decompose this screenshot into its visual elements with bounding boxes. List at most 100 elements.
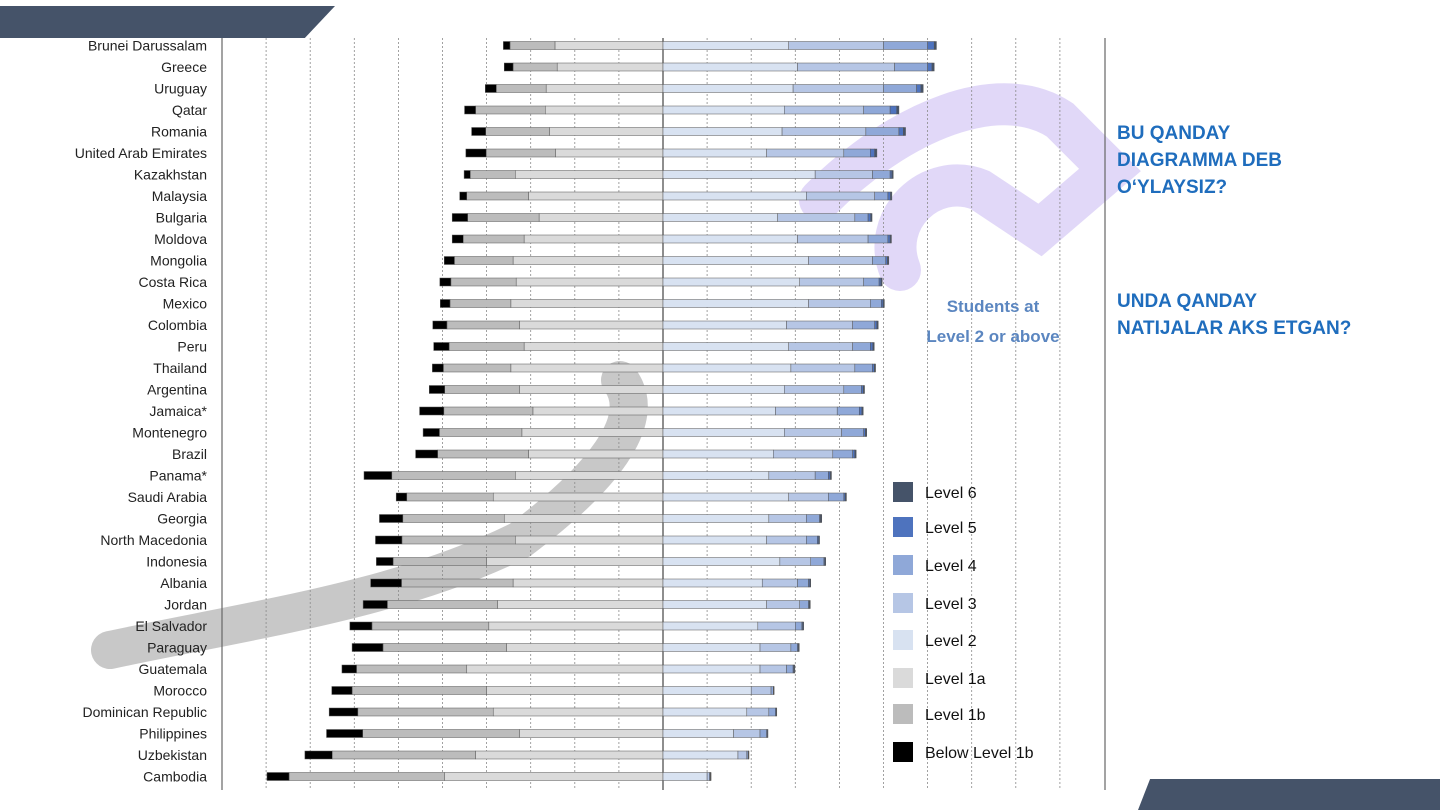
bar-segment: [429, 385, 445, 394]
bar-segment: [485, 127, 550, 136]
bar-segment: [392, 557, 487, 566]
bar-segment: [809, 578, 811, 588]
bar-segment: [422, 428, 440, 437]
bar-segment: [867, 213, 871, 222]
bar-segment: [471, 127, 486, 136]
bar-segment: [341, 664, 357, 674]
bar-segment: [706, 772, 710, 781]
bar-segment: [401, 535, 516, 545]
bar-segment: [351, 643, 384, 652]
bar-segment: [920, 84, 924, 93]
bar-segment: [375, 535, 403, 545]
bottom-banner: [1138, 779, 1440, 810]
bar-segment: [891, 170, 894, 179]
bar-segment: [503, 62, 514, 72]
bar-segment: [802, 621, 804, 631]
country-label: Montenegro: [132, 425, 207, 441]
bar-segment: [331, 686, 353, 695]
country-label: Moldova: [154, 231, 207, 247]
bar-segment: [761, 578, 798, 588]
bar-segment: [443, 406, 534, 416]
bar-segment: [841, 428, 864, 437]
legend-swatch: [893, 517, 913, 537]
country-label: Georgia: [157, 511, 207, 527]
bar-segment: [861, 385, 864, 394]
legend-swatch: [893, 668, 913, 688]
country-label: Kazakhstan: [134, 167, 207, 183]
bar-segment: [443, 363, 512, 373]
bar-segment: [492, 707, 664, 717]
bar-segment: [450, 277, 517, 287]
bar-segment: [419, 406, 445, 416]
chart-annotation: Students at Level 2 or above: [926, 297, 1059, 346]
bar-segment: [448, 342, 525, 351]
bar-segment: [437, 449, 529, 459]
bar-segment: [927, 41, 935, 50]
bar-segment: [865, 127, 900, 136]
bar-segment: [662, 428, 785, 437]
bar-segment: [451, 234, 464, 244]
bar-segment: [867, 234, 889, 244]
bar-segment: [515, 471, 664, 480]
bar-segment: [515, 170, 664, 179]
top-banner: [0, 6, 335, 38]
bar-segment: [662, 492, 789, 502]
bar-segment: [406, 492, 494, 502]
bar-segment: [931, 62, 935, 72]
bar-segment: [757, 621, 796, 631]
bar-segment: [356, 664, 468, 674]
bar-segment: [766, 148, 845, 158]
bar-segment: [810, 557, 825, 566]
bar-segment: [332, 750, 476, 760]
bar-segment: [824, 557, 826, 566]
bar-segment: [463, 170, 471, 179]
bar-segment: [662, 664, 761, 674]
bar-segment: [521, 428, 664, 437]
bar-segment: [510, 299, 664, 308]
bar-segment: [836, 406, 860, 416]
bar-segment: [889, 105, 897, 115]
bar-segment: [878, 277, 882, 287]
bar-segment: [662, 320, 787, 330]
bar-segment: [854, 449, 857, 459]
bar-segment: [662, 406, 776, 416]
bar-segment: [852, 342, 871, 351]
bar-segment: [889, 234, 892, 244]
bar-segment: [528, 191, 664, 201]
bar-segment: [515, 277, 664, 287]
country-label: Uzbekistan: [138, 747, 207, 763]
bar-segment: [351, 686, 487, 695]
country-label: Uruguay: [154, 81, 207, 97]
bar-segment: [927, 62, 933, 72]
bar-segment: [806, 191, 875, 201]
bar-segment: [775, 406, 838, 416]
bar-segment: [786, 320, 853, 330]
bar-segment: [349, 621, 373, 631]
bar-segment: [662, 449, 774, 459]
bar-segment: [870, 148, 875, 158]
bar-segment: [449, 299, 512, 308]
country-label: Morocco: [153, 683, 207, 699]
bar-segment: [662, 772, 708, 781]
bar-segment: [788, 41, 884, 50]
bar-segment: [371, 621, 490, 631]
bar-segment: [376, 557, 394, 566]
bar-segment: [662, 41, 789, 50]
bar-segment: [503, 41, 511, 50]
country-label: Malaysia: [152, 188, 207, 204]
legend-label: Level 5: [925, 520, 977, 537]
bar-segment: [790, 643, 798, 652]
bar-segment: [773, 449, 834, 459]
country-label: Cambodia: [143, 769, 207, 785]
bar-segment: [832, 449, 853, 459]
bar-segment: [446, 320, 520, 330]
annotation-line-2: Level 2 or above: [926, 327, 1059, 346]
country-label: Mongolia: [150, 253, 207, 269]
country-label: United Arab Emirates: [75, 145, 207, 161]
bar-segment: [814, 170, 873, 179]
bar-segment: [862, 385, 865, 394]
country-label: El Salvador: [135, 618, 207, 634]
bar-segment: [874, 320, 878, 330]
country-label: Romania: [151, 124, 207, 140]
bar-segment: [784, 385, 845, 394]
